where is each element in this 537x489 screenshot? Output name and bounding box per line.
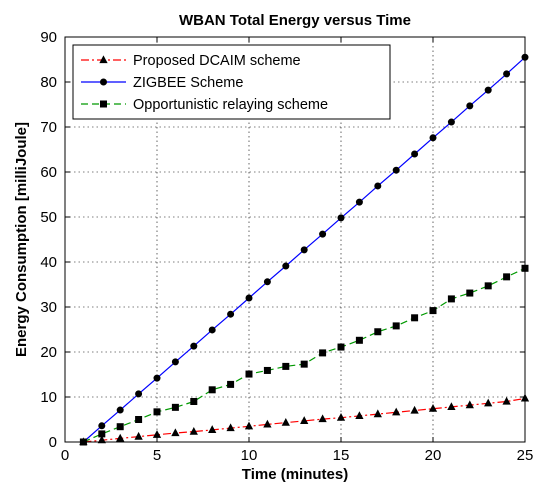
data-point-2 (300, 246, 308, 254)
data-point-2 (263, 278, 271, 286)
data-point-3 (116, 423, 124, 431)
y-tick-label: 70 (40, 119, 57, 136)
data-point-3 (355, 336, 363, 344)
data-point-3 (392, 322, 400, 330)
legend-label-1: Proposed DCAIM scheme (133, 53, 301, 69)
data-point-3 (447, 295, 455, 303)
data-point-2 (374, 182, 382, 190)
data-point-2 (392, 166, 400, 174)
data-point-3 (466, 289, 474, 297)
data-point-1 (318, 414, 327, 423)
data-point-3 (171, 403, 179, 411)
data-point-1 (300, 416, 309, 424)
data-point-1 (134, 431, 143, 440)
data-point-2 (227, 310, 235, 318)
data-point-3 (484, 282, 492, 290)
x-tick-label: 15 (333, 447, 350, 464)
data-point-3 (98, 430, 106, 438)
y-tick-label: 20 (40, 344, 57, 361)
data-point-3 (374, 328, 382, 336)
data-point-1 (226, 423, 235, 432)
legend-marker-2 (100, 78, 107, 86)
data-point-2 (171, 358, 179, 366)
x-tick-label: 25 (517, 447, 534, 464)
legend-label-3: Opportunistic relaying scheme (133, 97, 328, 113)
data-point-2 (429, 134, 437, 142)
data-point-1 (428, 404, 438, 412)
data-point-3 (282, 362, 290, 370)
data-point-3 (208, 386, 216, 394)
x-axis-label: Time (minutes) (242, 466, 348, 483)
data-point-3 (503, 273, 511, 281)
data-point-3 (429, 307, 437, 315)
data-point-2 (190, 342, 198, 350)
data-point-1 (465, 400, 474, 409)
data-point-1 (208, 425, 217, 433)
data-point-2 (319, 230, 327, 238)
data-point-2 (116, 406, 124, 414)
data-point-3 (190, 398, 198, 405)
data-point-3 (135, 416, 143, 423)
axes-frame (64, 36, 526, 443)
data-point-2 (135, 390, 143, 398)
data-point-2 (98, 422, 106, 430)
data-point-2 (484, 86, 492, 94)
data-point-2 (245, 294, 253, 302)
data-point-1 (484, 398, 493, 407)
data-point-2 (153, 374, 161, 382)
data-point-1 (263, 419, 272, 428)
data-point-1 (410, 405, 419, 414)
data-point-2 (466, 102, 474, 110)
data-point-2 (355, 198, 363, 206)
data-point-3 (153, 408, 161, 416)
y-tick-label: 50 (40, 209, 57, 226)
legend-marker-3 (100, 100, 107, 108)
data-point-1 (97, 435, 106, 444)
chart-title: WBAN Total Energy versus Time (179, 12, 411, 29)
data-point-3 (263, 366, 271, 374)
x-tick-label: 20 (425, 447, 442, 464)
y-tick-label: 30 (40, 299, 57, 316)
data-point-2 (411, 150, 419, 158)
y-axis-label: Energy Consumption [milliJoule] (13, 122, 30, 357)
y-tick-label: 60 (40, 164, 57, 181)
y-tick-label: 80 (40, 74, 57, 91)
data-point-2 (337, 214, 345, 222)
x-tick-label: 5 (153, 447, 161, 464)
data-point-2 (282, 262, 290, 270)
data-point-1 (171, 428, 180, 437)
data-point-1 (447, 402, 456, 410)
data-point-1 (152, 430, 162, 438)
y-tick-label: 0 (49, 434, 57, 451)
data-point-1 (244, 421, 254, 430)
data-point-1 (116, 433, 125, 442)
data-point-3 (300, 360, 308, 368)
data-point-3 (411, 314, 419, 322)
data-point-3 (319, 349, 327, 357)
data-point-1 (336, 413, 346, 421)
data-point-1 (373, 409, 382, 418)
legend-label-2: ZIGBEE Scheme (133, 75, 243, 91)
y-tick-label: 10 (40, 389, 57, 406)
x-tick-label: 10 (241, 447, 258, 464)
data-point-1 (355, 411, 364, 419)
data-point-1 (281, 417, 290, 426)
data-point-2 (208, 326, 216, 334)
data-point-3 (337, 343, 345, 351)
data-point-3 (227, 380, 235, 388)
data-point-1 (189, 426, 198, 435)
data-point-1 (392, 407, 401, 416)
y-tick-label: 40 (40, 254, 57, 271)
data-point-1 (502, 396, 511, 405)
legend-marker-1 (99, 55, 108, 64)
y-tick-label: 90 (40, 29, 57, 46)
x-tick-label: 0 (61, 447, 69, 464)
data-point-2 (503, 70, 511, 78)
data-point-3 (245, 370, 253, 378)
data-point-2 (447, 118, 455, 126)
